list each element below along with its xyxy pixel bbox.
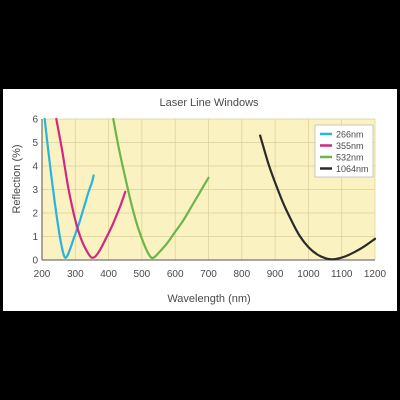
axes xyxy=(41,119,375,261)
y-tick-labels: 0 1 2 3 4 5 6 xyxy=(32,115,38,267)
series-line-266nm xyxy=(43,117,95,259)
x-tick-label: 1000 xyxy=(297,269,320,280)
legend-label: 355nm xyxy=(336,141,364,151)
x-tick-label: 1200 xyxy=(364,269,387,280)
y-tick-label: 2 xyxy=(32,209,38,220)
legend-label: 1064nm xyxy=(336,164,369,174)
legend-label: 532nm xyxy=(336,153,364,163)
chart-title: Laser Line Windows xyxy=(159,97,259,109)
x-axis-label: Wavelength (nm) xyxy=(167,293,250,305)
legend-label: 266nm xyxy=(336,130,364,140)
x-tick-label: 300 xyxy=(67,269,84,280)
y-tick-label: 6 xyxy=(32,115,38,126)
y-tick-label: 3 xyxy=(32,185,38,196)
x-tick-label: 800 xyxy=(233,269,250,280)
series-line-355nm xyxy=(55,117,127,259)
chart-figure: Laser Line Windows 200 300 400 500 600 700 800… xyxy=(3,89,397,311)
x-tick-label: 400 xyxy=(100,269,117,280)
x-tick-label: 500 xyxy=(134,269,151,280)
x-tick-label: 700 xyxy=(200,269,217,280)
y-axis-label: Reflection (%) xyxy=(11,144,23,213)
x-tick-label: 900 xyxy=(267,269,284,280)
x-tick-label: 200 xyxy=(34,269,51,280)
x-tick-label: 1100 xyxy=(331,269,353,280)
series-lines xyxy=(43,117,377,261)
grid-lines xyxy=(41,118,376,261)
x-tick-labels: 200 300 400 500 600 700 800 900 1000 1100 1200 xyxy=(34,269,387,280)
y-tick-label: 5 xyxy=(32,138,38,149)
chart-svg: Laser Line Windows 200 300 400 500 600 700 800… xyxy=(11,97,387,305)
y-tick-label: 0 xyxy=(32,256,38,267)
series-line-1064nm xyxy=(259,134,377,261)
y-tick-label: 1 xyxy=(32,232,38,243)
y-tick-label: 4 xyxy=(32,162,38,173)
series-line-532nm xyxy=(112,117,210,260)
x-tick-label: 600 xyxy=(167,269,184,280)
